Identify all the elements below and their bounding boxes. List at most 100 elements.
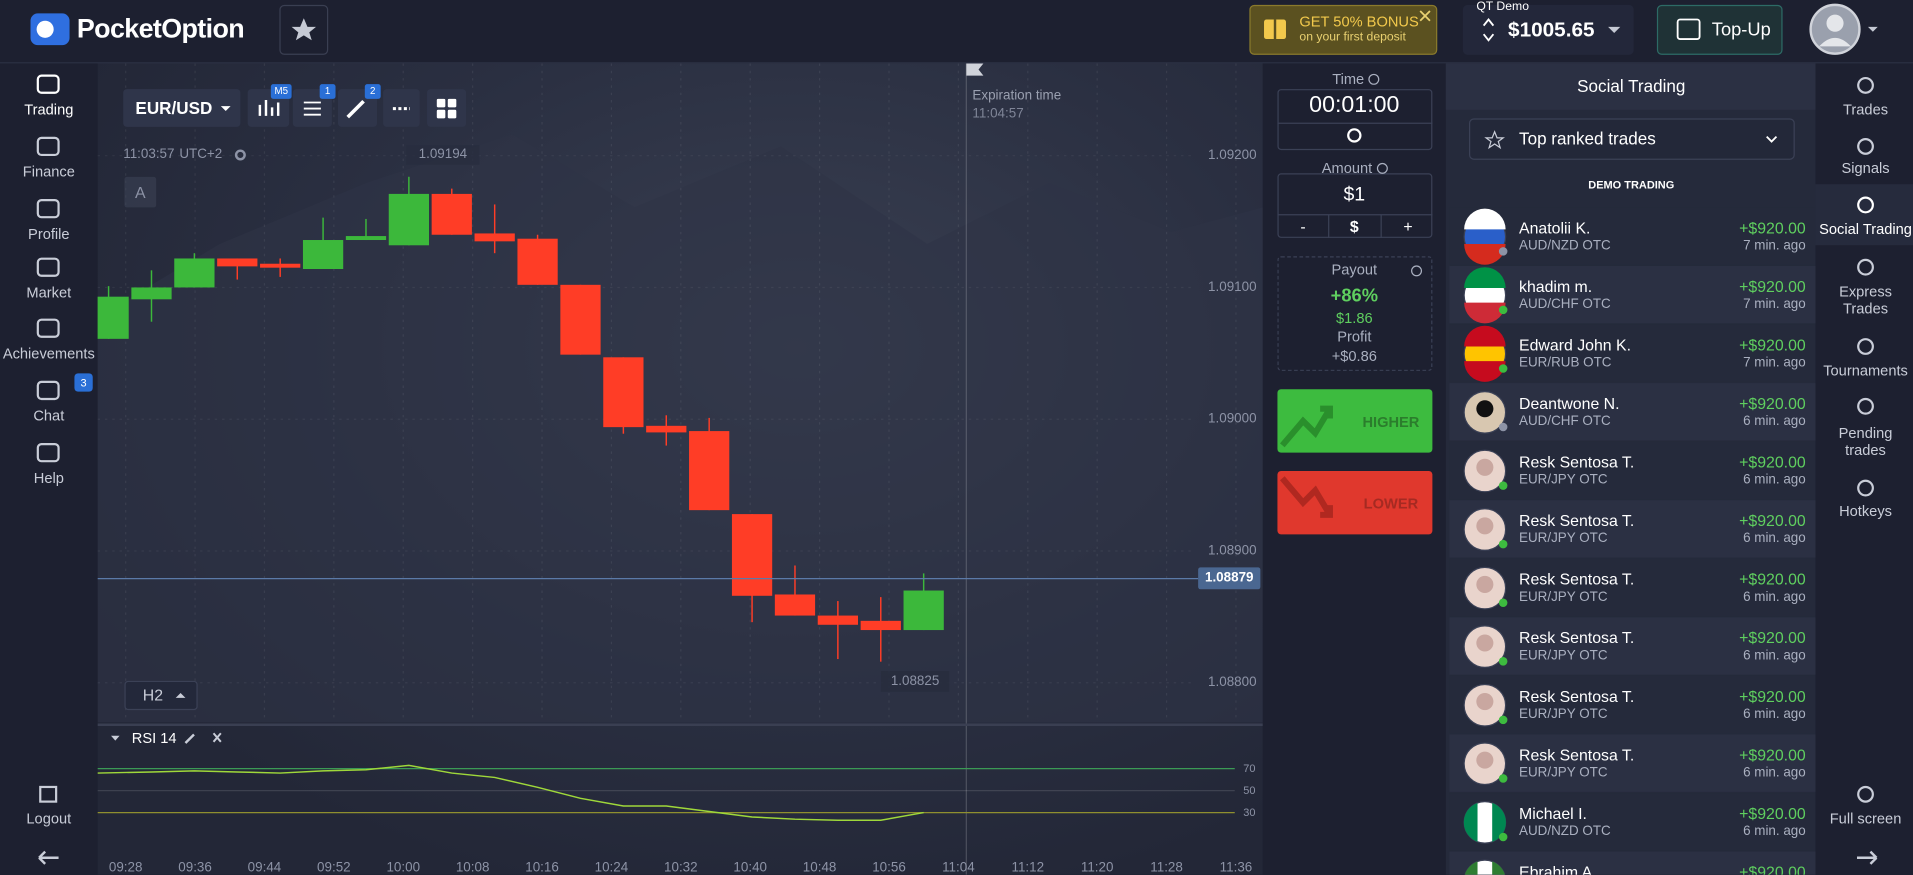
trade-profit: +$920.00 [1739,218,1806,237]
trader-pair: EUR/JPY OTC [1519,589,1608,605]
trade-row[interactable] [1449,441,1816,500]
favorite-button[interactable] [279,4,329,55]
trader-name: Michael I. [1519,804,1587,823]
session-low: 1.08825 [890,673,940,689]
right-nav-item[interactable]: Social Trading [1819,220,1912,238]
section-title: DEMO TRADING [1588,178,1675,192]
social-title: Social Trading [1577,76,1686,96]
logout[interactable]: Logout [26,809,72,827]
filter-label[interactable]: Top ranked trades [1519,128,1656,149]
trade-row[interactable] [1449,265,1816,324]
nav-item[interactable]: Finance [22,163,75,181]
chat-badge [74,373,93,392]
toolbar-button[interactable] [427,89,467,127]
trader-pair: EUR/JPY OTC [1519,472,1608,488]
period[interactable]: H2 [142,685,164,705]
trade-profit: +$920.00 [1739,628,1806,647]
expiration-time: 11:04:57 [972,106,1024,122]
trade-row[interactable] [1449,734,1816,792]
trader-pair: AUD/CHF OTC [1519,296,1611,312]
right-nav-item[interactable]: Signals [1841,159,1890,177]
nav-item[interactable]: Help [33,469,64,487]
bonus-subtitle: on your first deposit [1299,30,1406,44]
trader-pair: EUR/JPY OTC [1519,765,1608,781]
time-input[interactable] [1277,89,1433,151]
candle-body [474,233,515,242]
time-value[interactable]: 00:01:00 [1309,92,1400,118]
right-nav-item[interactable]: Pending trades [1838,424,1893,459]
amount-input[interactable] [1277,173,1433,238]
time-label: Time [1332,70,1365,88]
period-button[interactable] [124,680,198,711]
higher-label[interactable]: HIGHER [1362,413,1420,431]
trader-name: Resk Sentosa T. [1519,452,1635,472]
candle-body [260,263,301,268]
mode[interactable]: A [135,182,146,201]
nav-item[interactable]: Achievements [2,345,95,363]
trade-profit: +$920.00 [1739,745,1806,765]
nav-item[interactable]: Trading [24,101,74,119]
right-nav-item[interactable]: Hotkeys [1839,502,1892,520]
trade-row[interactable] [1449,324,1816,382]
logo: PocketOption [76,13,245,44]
filter-dropdown[interactable] [1469,118,1795,160]
amount-value[interactable]: $1 [1343,184,1366,206]
x-tick-label: 09:28 [108,860,143,875]
trade-profit: +$920.00 [1739,511,1806,530]
timezone: UTC+2 [179,146,223,162]
trader-name: Resk Sentosa T. [1519,570,1635,589]
right-nav-item[interactable]: Trades [1843,101,1889,119]
amount-minus[interactable]: - [1300,217,1306,236]
trade-row[interactable] [1449,500,1816,558]
toolbar-button[interactable] [383,89,420,127]
trader-pair: AUD/CHF OTC [1519,414,1611,429]
right-nav-item[interactable]: Tournaments [1823,362,1908,380]
trade-profit: +$920.00 [1739,277,1806,296]
pair[interactable]: EUR/USD [135,98,213,118]
trader-name: Resk Sentosa T. [1519,628,1635,647]
indicator-title: RSI 14 [131,729,177,747]
candle-body [560,284,601,355]
price-tag [1198,567,1261,590]
trade-row[interactable] [1449,851,1816,875]
trade-row[interactable] [1449,617,1816,675]
y-tick-label: 1.09000 [1208,411,1257,426]
nav-item[interactable]: Chat [33,407,65,425]
profit-value: +$0.86 [1331,347,1377,365]
x-tick-label: 10:08 [455,860,490,875]
topup-label[interactable]: Top-Up [1711,19,1771,41]
candle-body [774,594,816,616]
trade-row[interactable] [1449,383,1816,441]
candle-body [345,236,387,241]
rsi-line [97,764,924,822]
left-nav [0,63,98,875]
trade-row[interactable] [1449,558,1816,617]
right-nav-item[interactable]: Full screen [1829,809,1902,827]
trade-profit: +$920.00 [1739,687,1806,706]
trade-time: 7 min. ago [1743,238,1806,254]
candle-body [603,357,644,428]
nav-item[interactable]: Profile [28,225,70,243]
timeframe-badge: M5 [274,85,289,97]
trade-time: 6 min. ago [1743,648,1806,664]
trade-row[interactable] [1449,207,1816,265]
trade-row[interactable] [1449,793,1816,851]
amount-plus[interactable]: + [1403,217,1413,236]
x-tick-label: 10:48 [802,860,837,875]
trader-name: Anatolii K. [1519,218,1591,237]
lower-label[interactable]: LOWER [1363,495,1419,513]
mode-button[interactable] [124,176,157,208]
nav-item[interactable]: Market [26,284,72,302]
trader-name: Resk Sentosa T. [1519,745,1635,765]
y-tick-label: 1.08800 [1208,674,1257,690]
social-header [1445,63,1816,110]
candle-body [646,425,687,433]
right-nav-item[interactable]: Express Trades [1839,283,1892,318]
trade-row[interactable] [1449,675,1816,734]
trade-profit: +$920.00 [1739,394,1806,413]
trade-profit: +$920.00 [1739,452,1806,472]
x-tick-label: 09:52 [317,860,351,875]
rsi-tick-label: 30 [1243,806,1256,819]
currency[interactable]: $ [1349,217,1359,236]
